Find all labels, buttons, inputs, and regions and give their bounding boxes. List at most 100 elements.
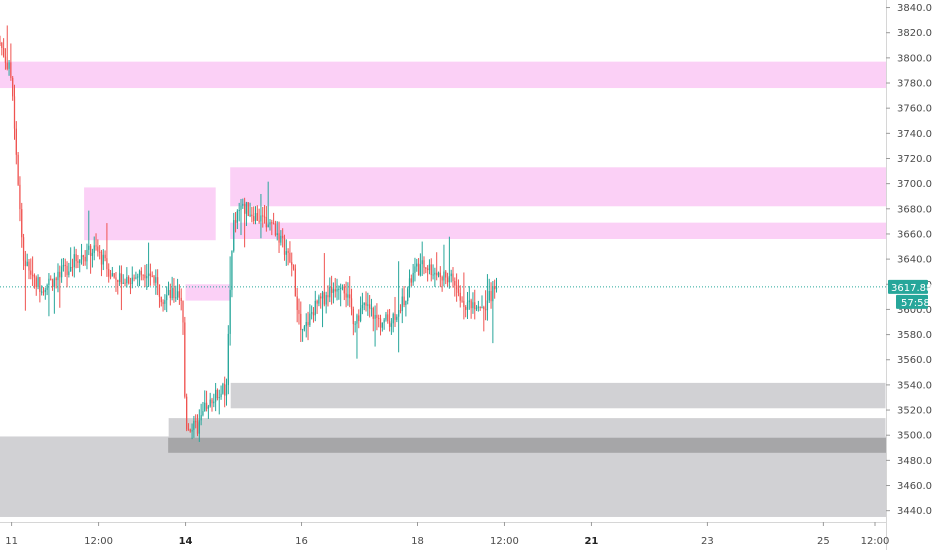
candle-body bbox=[180, 297, 182, 301]
candle-body bbox=[421, 260, 423, 265]
candle-body bbox=[95, 245, 97, 247]
candle-body bbox=[209, 399, 211, 407]
y-tick-label: 3480.00 bbox=[897, 456, 932, 467]
candle-body bbox=[120, 273, 123, 284]
candle-body bbox=[436, 272, 438, 276]
candle-body bbox=[82, 255, 84, 257]
x-axis[interactable]: 11 12:00 14 16 18 12:00 21 23 25 12:00 bbox=[5, 522, 889, 547]
candle-body bbox=[60, 266, 63, 278]
y-tick-label: 3700.00 bbox=[897, 179, 932, 190]
x-tick-label: 12:00 bbox=[84, 536, 113, 547]
candle-body bbox=[414, 266, 416, 273]
candle-body bbox=[216, 389, 219, 399]
y-tick-label: 3520.00 bbox=[897, 406, 932, 417]
candle-body bbox=[361, 304, 364, 309]
candle-body bbox=[37, 277, 39, 288]
candle-body bbox=[292, 265, 295, 269]
candle-body bbox=[354, 323, 356, 325]
candle-body bbox=[231, 250, 233, 290]
y-tick-label: 3540.00 bbox=[897, 380, 932, 391]
y-tick-label: 3660.00 bbox=[897, 229, 932, 240]
candle-body bbox=[142, 274, 144, 276]
candle-body bbox=[222, 383, 224, 394]
candle-body bbox=[113, 273, 115, 278]
candle-body bbox=[379, 318, 382, 328]
candle-body bbox=[166, 295, 168, 301]
candle-body bbox=[345, 293, 347, 298]
supply-zone bbox=[0, 61, 886, 89]
candle-body bbox=[41, 291, 43, 293]
candle-body bbox=[227, 333, 229, 386]
candle-body bbox=[394, 313, 396, 320]
candle-body bbox=[381, 322, 383, 328]
supply-zone bbox=[230, 222, 887, 239]
candle-body bbox=[475, 307, 478, 310]
candle-body bbox=[385, 314, 387, 320]
candle-body bbox=[336, 289, 338, 292]
candle-body bbox=[392, 313, 394, 324]
candle-body bbox=[48, 278, 50, 285]
zones-layer bbox=[0, 61, 887, 517]
demand_dark-zone bbox=[168, 437, 887, 453]
candle-body bbox=[104, 254, 106, 259]
candle-body bbox=[321, 292, 324, 299]
candle-body bbox=[233, 220, 235, 251]
candle-body bbox=[157, 277, 159, 285]
candle-body bbox=[263, 216, 266, 218]
candle-body bbox=[77, 261, 79, 263]
candle-body bbox=[370, 308, 373, 310]
candle-body bbox=[15, 128, 17, 155]
candle-body bbox=[220, 393, 222, 398]
candle-body bbox=[396, 316, 398, 320]
candle-body bbox=[236, 210, 239, 223]
candle-body bbox=[399, 310, 402, 312]
candle-body bbox=[457, 289, 460, 293]
candle-body bbox=[314, 300, 316, 316]
candle-body bbox=[158, 284, 161, 297]
candle-body bbox=[271, 222, 273, 224]
candle-body bbox=[124, 282, 126, 284]
candle-body bbox=[398, 310, 400, 317]
candle-body bbox=[214, 389, 217, 402]
candle-body bbox=[106, 258, 108, 270]
candle-body bbox=[426, 268, 429, 271]
candle-body bbox=[160, 296, 162, 303]
candle-body bbox=[189, 429, 191, 432]
candle-body bbox=[318, 296, 320, 304]
candle-body bbox=[97, 246, 99, 252]
candle-body bbox=[463, 300, 465, 307]
candle-body bbox=[340, 287, 342, 289]
candle-body bbox=[401, 296, 403, 311]
candle-body bbox=[140, 270, 142, 275]
supply-zone bbox=[84, 187, 216, 241]
candle-body bbox=[207, 406, 210, 409]
candle-body bbox=[167, 289, 170, 296]
candle-body bbox=[171, 288, 173, 299]
x-tick-label: 11 bbox=[5, 536, 18, 547]
candle-body bbox=[468, 300, 470, 303]
candle-body bbox=[4, 56, 7, 63]
demand-zone bbox=[229, 381, 887, 410]
candle-body bbox=[187, 429, 190, 431]
candle-body bbox=[129, 283, 132, 285]
candle-body bbox=[343, 286, 345, 294]
candle-body bbox=[265, 217, 267, 228]
candle-body bbox=[229, 289, 231, 334]
candle-body bbox=[175, 297, 177, 299]
candle-body bbox=[224, 383, 226, 396]
candle-body bbox=[211, 399, 213, 404]
candle-body bbox=[17, 154, 19, 185]
candle-body bbox=[323, 292, 325, 305]
candle-body bbox=[430, 264, 432, 276]
candle-body bbox=[301, 329, 304, 331]
candle-body bbox=[102, 254, 104, 265]
candle-body bbox=[303, 326, 306, 330]
y-axis[interactable]: 3840.00 3820.00 3800.00 3780.00 3760.00 3740.… bbox=[886, 3, 932, 517]
candle-body bbox=[410, 278, 412, 283]
candle-body bbox=[484, 309, 487, 311]
last-price-label: 3617.88 bbox=[891, 283, 932, 294]
candle-body bbox=[446, 277, 449, 283]
candle-body bbox=[218, 397, 220, 399]
candle-body bbox=[28, 261, 30, 271]
candle-body bbox=[26, 261, 28, 267]
